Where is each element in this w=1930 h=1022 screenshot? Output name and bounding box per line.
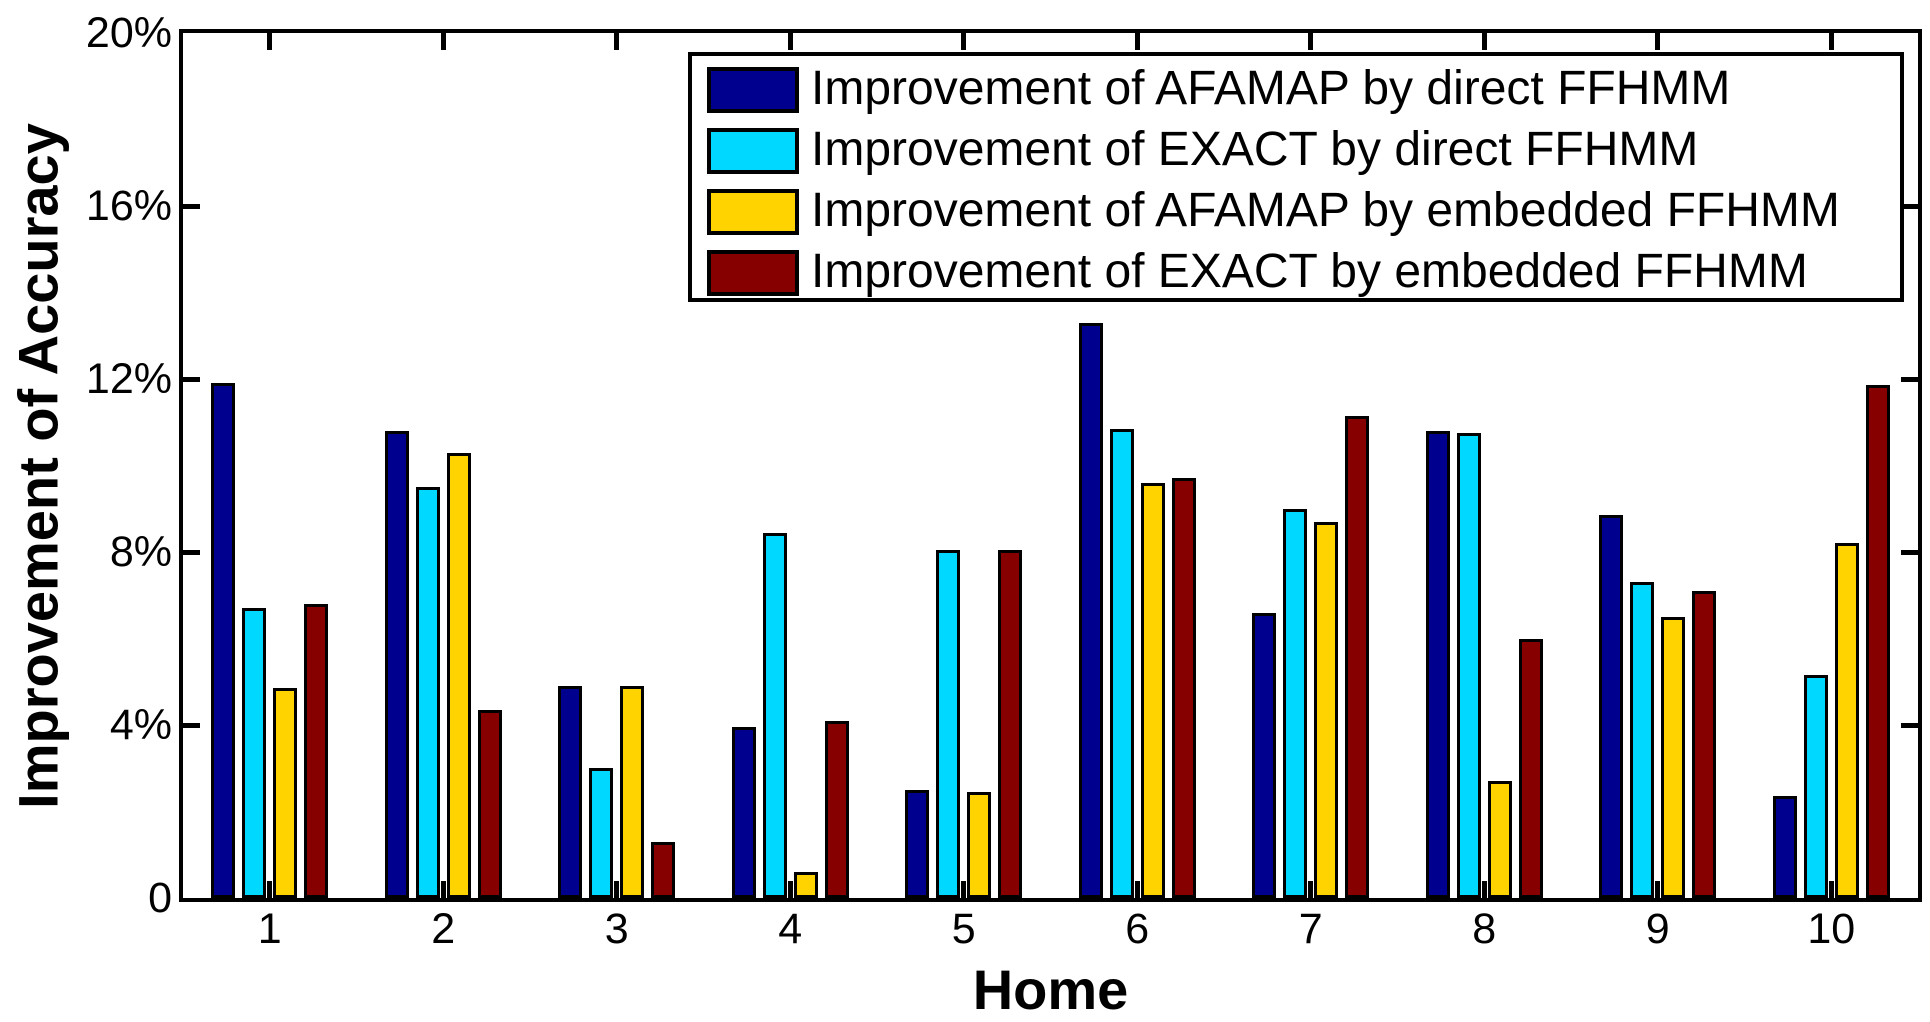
x-tick-top [1308, 33, 1314, 50]
bar-home3-series1 [558, 686, 583, 898]
legend-box: Improvement of AFAMAP by direct FFHMM Imp… [688, 52, 1904, 302]
bar-home6-series1 [1078, 322, 1103, 898]
bar-home8-series1 [1425, 430, 1450, 898]
y-tick-right [1901, 722, 1918, 728]
bar-home7-series1 [1252, 612, 1277, 898]
bar-home5-series2 [936, 549, 961, 898]
x-tick-label: 10 [1807, 905, 1856, 953]
x-tick-top [267, 33, 273, 50]
y-tick-left [183, 722, 200, 728]
bar-home3-series4 [651, 841, 676, 898]
x-tick-top [1828, 33, 1834, 50]
bar-home1-series1 [211, 383, 236, 898]
bar-home4-series1 [731, 727, 756, 898]
x-tick-bottom [1828, 881, 1834, 898]
bar-home4-series2 [762, 532, 787, 898]
x-axis-title: Home [972, 958, 1129, 1021]
x-tick-bottom [1134, 881, 1140, 898]
bar-home3-series2 [589, 768, 614, 898]
bar-home6-series2 [1109, 428, 1134, 898]
x-tick-top [614, 33, 620, 50]
x-tick-bottom [961, 881, 967, 898]
bar-home8-series4 [1518, 638, 1543, 898]
x-tick-label: 2 [431, 905, 456, 953]
bar-home1-series2 [242, 608, 267, 898]
bar-home1-series4 [304, 603, 329, 898]
x-tick-label: 4 [778, 905, 803, 953]
x-tick-label: 7 [1298, 905, 1323, 953]
x-tick-label: 9 [1645, 905, 1670, 953]
x-tick-top [787, 33, 793, 50]
y-tick-label: 0 [148, 874, 172, 922]
bar-home1-series3 [273, 688, 298, 898]
bar-home4-series3 [793, 872, 818, 898]
x-tick-top [961, 33, 967, 50]
bar-home6-series3 [1140, 482, 1165, 898]
legend-swatch-series4 [707, 250, 799, 296]
x-tick-bottom [787, 881, 793, 898]
x-tick-bottom [267, 881, 273, 898]
bar-home10-series2 [1803, 675, 1828, 898]
x-tick-bottom [614, 881, 620, 898]
legend-swatch-series3 [707, 189, 799, 235]
y-tick-left [183, 549, 200, 555]
x-tick-label: 1 [257, 905, 282, 953]
bar-home9-series2 [1630, 582, 1655, 898]
bar-home2-series1 [384, 430, 409, 898]
bar-home2-series3 [446, 452, 471, 898]
legend-label-series4: Improvement of EXACT by embedded FFHMM [811, 245, 1808, 298]
x-tick-bottom [1481, 881, 1487, 898]
y-tick-left [183, 376, 200, 382]
bar-home9-series4 [1692, 590, 1717, 898]
bar-home4-series4 [824, 720, 849, 898]
y-tick-label: 4% [109, 701, 172, 749]
bar-home2-series2 [415, 487, 440, 898]
bar-home5-series3 [967, 792, 992, 898]
bar-home8-series3 [1487, 781, 1512, 898]
legend-label-series2: Improvement of EXACT by direct FFHMM [811, 123, 1699, 176]
bar-home7-series2 [1283, 508, 1308, 898]
bar-home10-series4 [1865, 385, 1890, 898]
y-tick-label: 12% [85, 355, 172, 403]
bar-home5-series1 [905, 789, 930, 898]
y-axis-title: Improvement of Accuracy [6, 122, 70, 809]
bar-home8-series2 [1456, 433, 1481, 898]
bar-home7-series3 [1314, 521, 1339, 898]
y-tick-label: 8% [109, 528, 172, 576]
x-tick-top [1481, 33, 1487, 50]
x-tick-label: 5 [951, 905, 976, 953]
bar-home6-series4 [1171, 478, 1196, 898]
bar-home10-series3 [1834, 543, 1859, 898]
bar-home10-series1 [1772, 796, 1797, 898]
x-tick-top [440, 33, 446, 50]
bar-home2-series4 [477, 709, 502, 898]
legend-label-series3: Improvement of AFAMAP by embedded FFHMM [811, 184, 1840, 237]
bar-home5-series4 [998, 549, 1023, 898]
y-tick-right [1901, 203, 1918, 209]
bar-home7-series4 [1345, 415, 1370, 898]
y-tick-label: 16% [85, 182, 172, 230]
x-tick-top [1134, 33, 1140, 50]
x-tick-top [1655, 33, 1661, 50]
x-tick-label: 6 [1125, 905, 1150, 953]
y-tick-left [183, 203, 200, 209]
y-tick-right [1901, 376, 1918, 382]
y-tick-right [1901, 549, 1918, 555]
legend-label-series1: Improvement of AFAMAP by direct FFHMM [811, 62, 1731, 115]
bar-home9-series3 [1661, 616, 1686, 898]
legend-swatch-series1 [707, 67, 799, 113]
bar-home3-series3 [620, 686, 645, 898]
bar-home9-series1 [1599, 515, 1624, 898]
x-tick-label: 3 [604, 905, 629, 953]
legend-swatch-series2 [707, 128, 799, 174]
x-tick-bottom [1308, 881, 1314, 898]
x-tick-label: 8 [1472, 905, 1497, 953]
y-tick-label: 20% [85, 9, 172, 57]
x-tick-bottom [1655, 881, 1661, 898]
x-tick-bottom [440, 881, 446, 898]
